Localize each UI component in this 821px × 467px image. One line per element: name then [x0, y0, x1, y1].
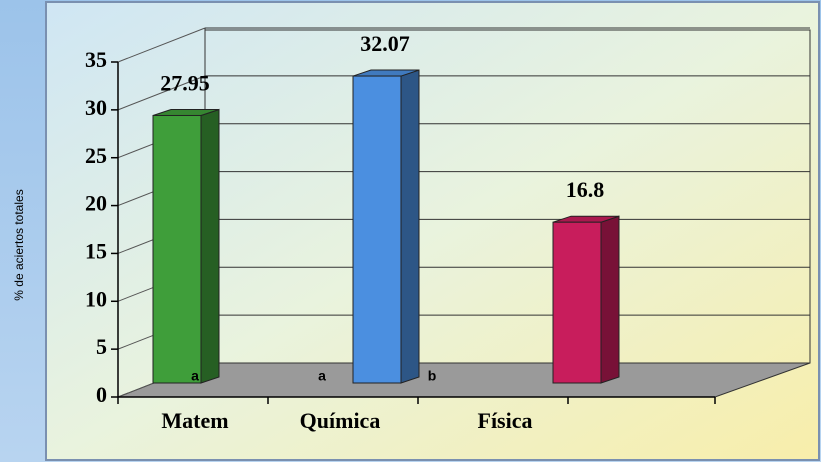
data-label: 32.07 [360, 31, 410, 56]
data-label: 16.8 [566, 177, 605, 202]
grid-line [117, 75, 206, 111]
y-tick-label: 0 [96, 382, 107, 407]
bar-side [400, 69, 420, 384]
y-tick-label: 20 [85, 191, 107, 216]
bar [152, 114, 202, 384]
grid-line [117, 27, 206, 63]
y-axis-label: % de aciertos totales [12, 189, 26, 300]
data-label: 27.95 [160, 71, 210, 96]
y-tick-label: 30 [85, 95, 107, 120]
y-tick-label: 15 [85, 238, 107, 263]
annotation: a [318, 368, 326, 384]
bar-side [600, 215, 620, 384]
y-tick-label: 35 [85, 47, 107, 72]
bar [352, 75, 402, 384]
x-tick-label: Física [478, 408, 533, 433]
annotation: a [191, 368, 199, 384]
annotation: b [428, 368, 437, 384]
bar-side [200, 108, 220, 384]
y-tick-label: 10 [85, 286, 107, 311]
bar [552, 221, 602, 384]
x-tick-label: Matem [161, 408, 228, 433]
x-tick-label: Química [300, 408, 381, 433]
y-tick-label: 5 [96, 334, 107, 359]
floor [117, 362, 811, 398]
y-tick-label: 25 [85, 143, 107, 168]
